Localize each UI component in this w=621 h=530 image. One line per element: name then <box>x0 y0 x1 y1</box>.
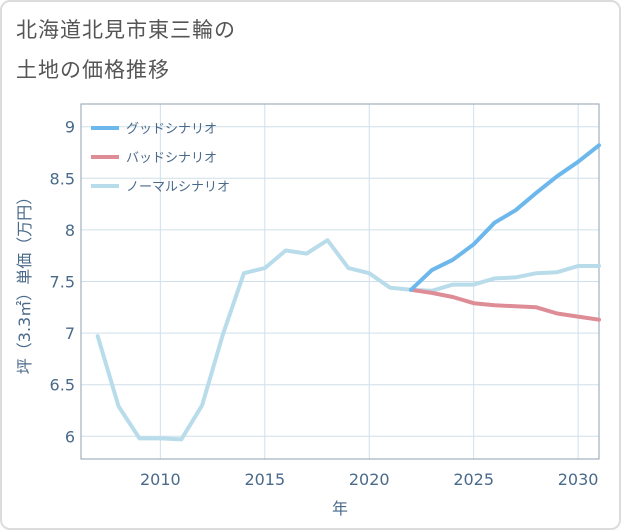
series-line-2 <box>95 238 601 442</box>
legend-label: ノーマルシナリオ <box>126 180 230 195</box>
x-tick-label: 2015 <box>244 470 285 489</box>
y-tick-label: 7 <box>65 324 75 343</box>
x-tick-label: 2025 <box>453 470 494 489</box>
y-tick-label: 8.5 <box>50 169 75 188</box>
legend-label: バッドシナリオ <box>126 151 217 166</box>
x-tick-label: 2020 <box>349 470 390 489</box>
chart-title-line2: 土地の価格推移 <box>16 58 170 82</box>
x-tick-label: 2010 <box>140 470 181 489</box>
x-tick-label: 2030 <box>558 470 599 489</box>
y-axis-title: 坪（3.3㎡）単価（万円） <box>15 189 34 374</box>
series-lines <box>95 143 601 442</box>
series-line-0 <box>409 143 601 292</box>
y-tick-label: 7.5 <box>50 273 75 292</box>
y-tick-label: 6 <box>65 427 75 446</box>
x-axis-title: 年 <box>332 499 348 518</box>
y-tick-label: 9 <box>65 118 75 137</box>
series-line-1 <box>409 287 601 322</box>
y-tick-label: 8 <box>65 221 75 240</box>
legend-label: グッドシナリオ <box>126 122 217 137</box>
chart-title-line1: 北海道北見市東三輪の <box>16 18 236 42</box>
axis-ticks: 2010 2015 2020 2025 2030 6 6.5 7 7.5 8 8.5 9 <box>50 118 599 489</box>
y-tick-label: 6.5 <box>50 376 75 395</box>
plot-border <box>80 103 600 460</box>
